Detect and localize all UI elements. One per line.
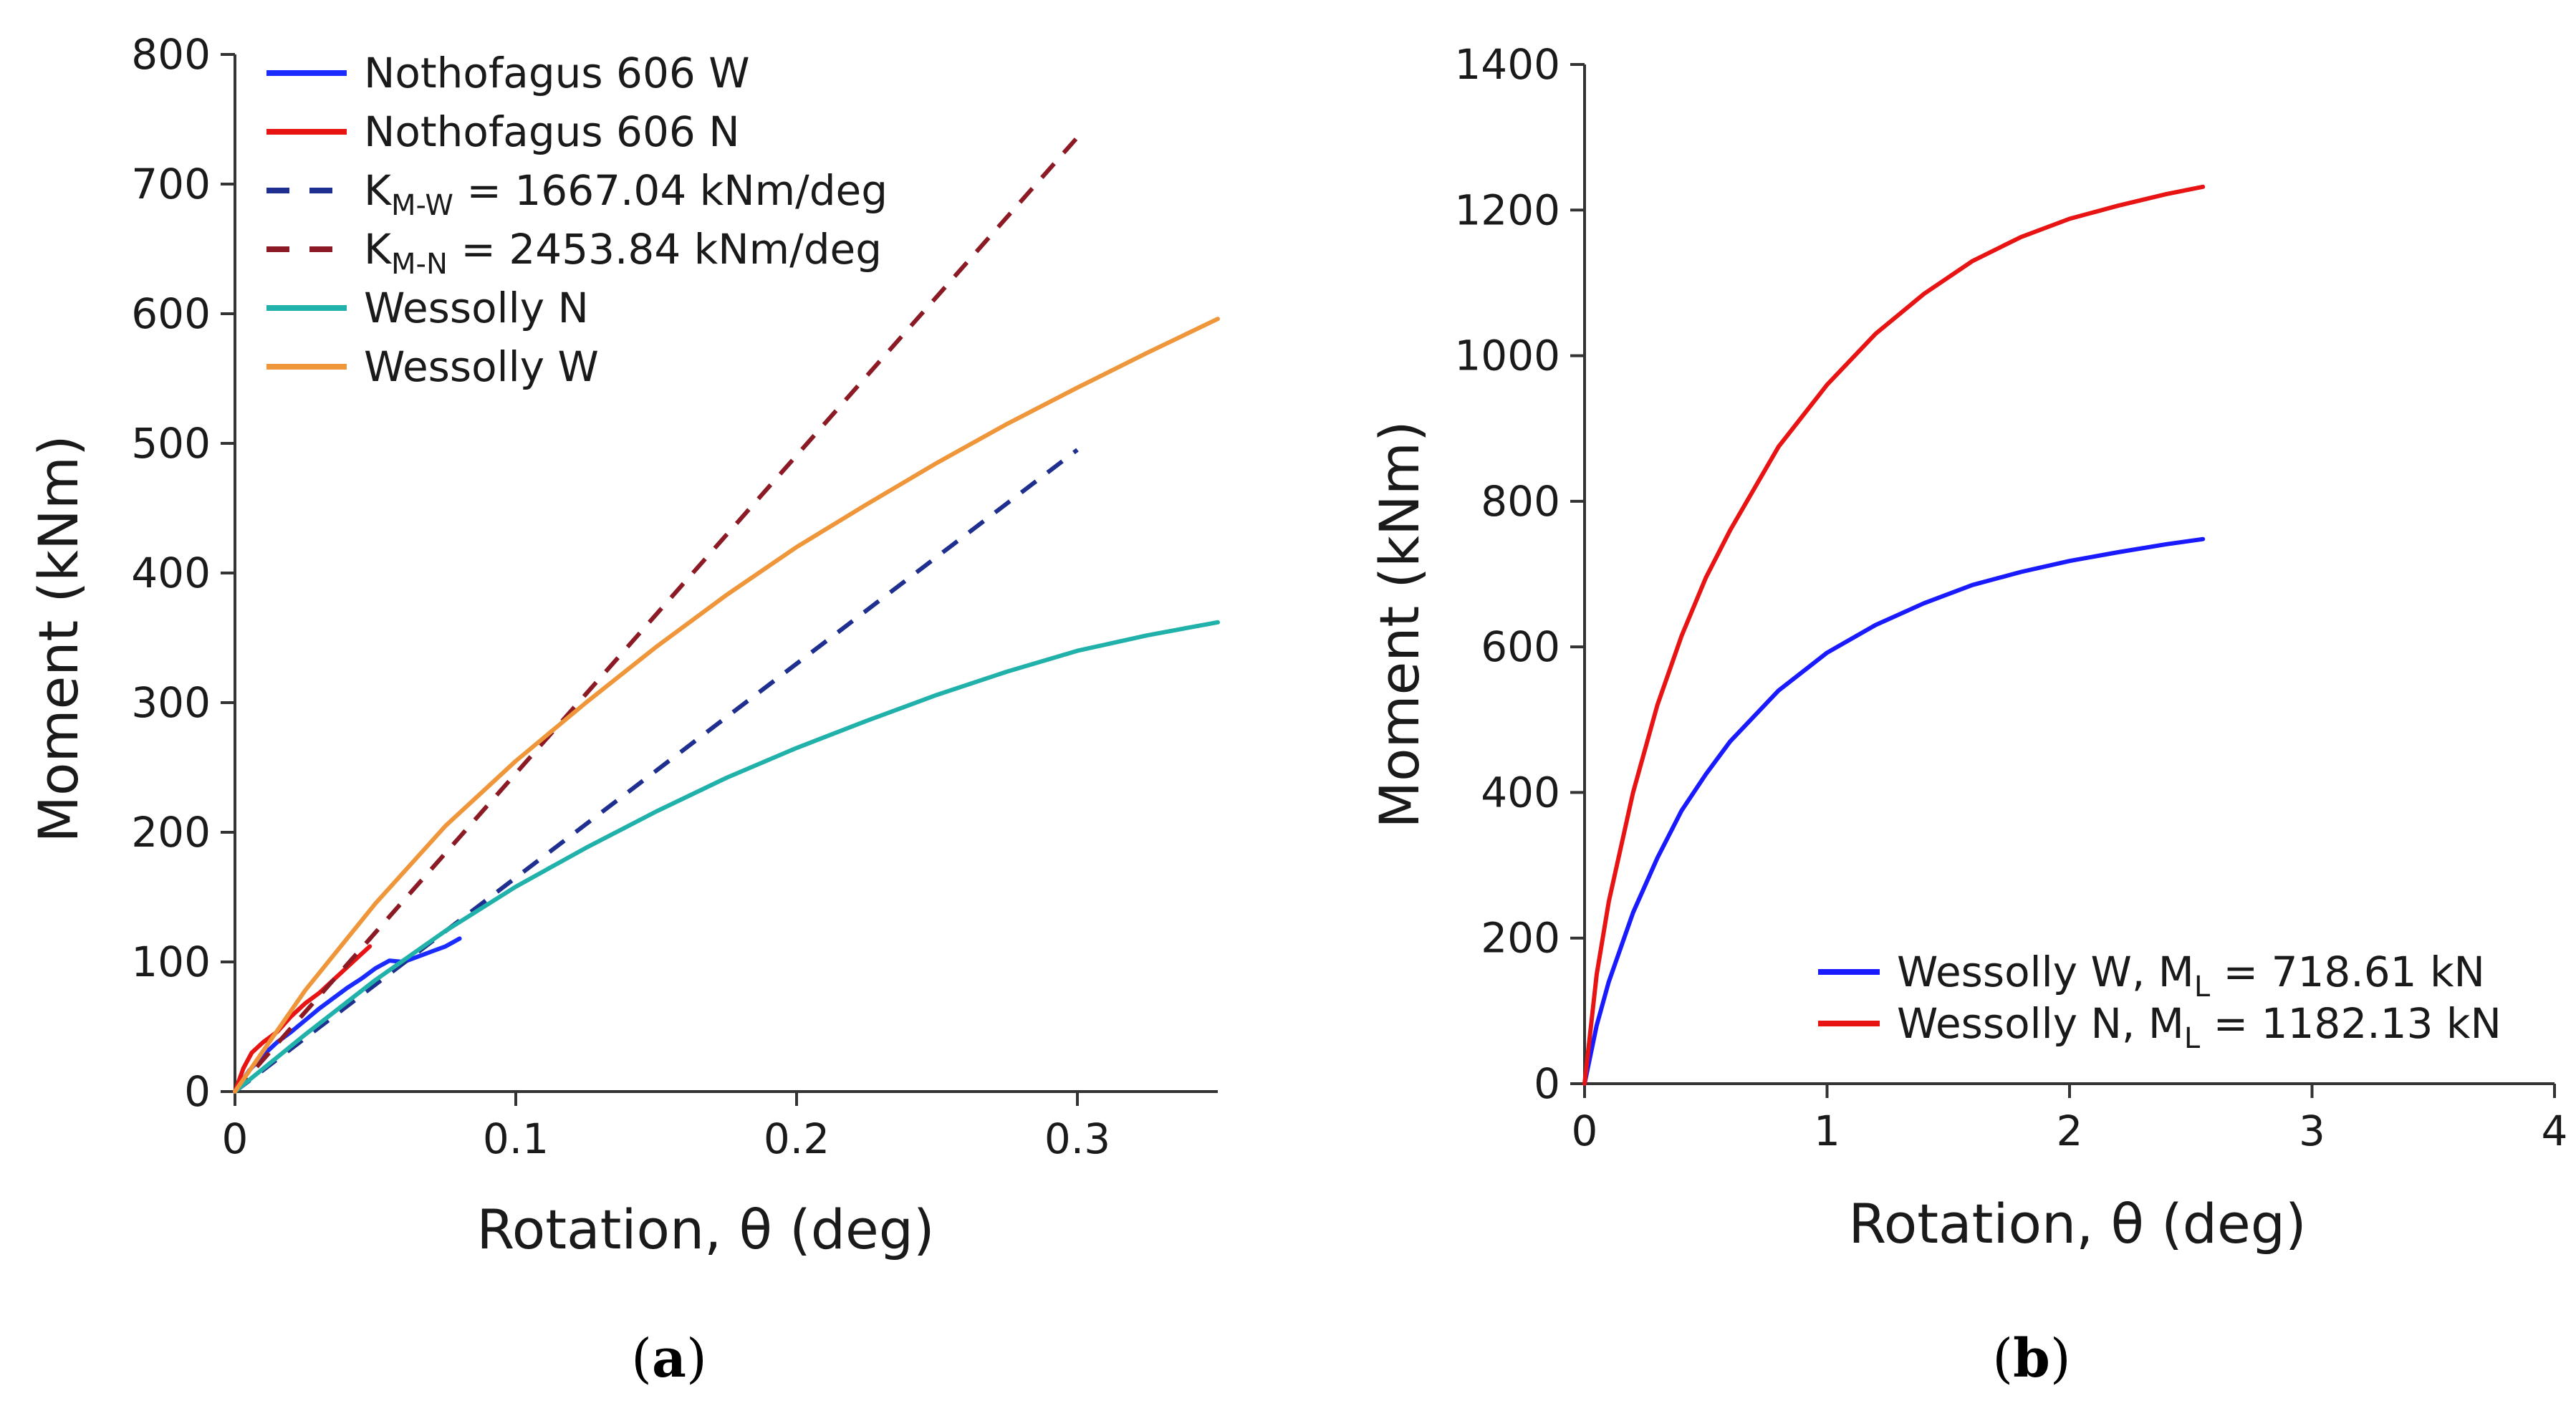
panel-a-legend-label-nothofagus-606-w: Nothofagus 606 W [364,49,750,97]
panel-b-xlabel: Rotation, θ (deg) [1848,1192,2306,1256]
panel-b-y-tick-label: 800 [1481,477,1560,526]
panel-b-legend-label-wessolly-n: Wessolly N, ML = 1182.13 kN [1897,999,2501,1055]
panel-a-y-tick-label: 800 [131,30,211,79]
panel-a-series-k-m-w [234,448,1079,1094]
panel-a-y-tick-label: 100 [131,938,211,986]
panel-a-label: (a) [631,1328,707,1390]
panel-b-y-tick-label: 600 [1481,622,1560,671]
panel-b-y-tick-label: 400 [1481,768,1560,817]
panel-a-ylabel: Moment (kNm) [27,435,90,842]
panel-a-x-tick-label: 0.2 [764,1114,830,1163]
panel-b-ylabel: Moment (kNm) [1368,420,1431,828]
panel-a-y-tick-label: 300 [131,678,211,727]
panel-b-x-tick-label: 1 [1814,1107,1840,1155]
panel-b-series-wessolly-w [1582,536,2206,1086]
panel-b-x-tick-label: 3 [2299,1107,2325,1155]
panel-a-y-tick-label: 500 [131,419,211,468]
panel-a-x-tick-label: 0.1 [483,1114,549,1163]
panel-a-series [233,135,1220,1094]
panel-a-y-tick-label: 600 [131,289,211,338]
panel-a-series-k-m-n [233,135,1080,1093]
panel-a-x-tick-label: 0 [222,1114,249,1163]
panel-a-legend: Nothofagus 606 W Nothofagus 606 N KM-W = 1… [266,49,888,391]
panel-a-xlabel: Rotation, θ (deg) [476,1198,934,1261]
panel-a-legend-label-nothofagus-606-n: Nothofagus 606 N [364,107,740,156]
panel-a-series-wessolly-n [233,620,1220,1094]
panel-b-legend-label-wessolly-w: Wessolly W, ML = 718.61 kN [1897,948,2485,1003]
panel-b-x-tick-label: 4 [2542,1107,2568,1155]
panel-b-axes: 0 200 400 600 800 1000 1200 1400 0 1 2 3 4 [1454,40,2567,1155]
panel-a-y-tick-label: 0 [184,1067,211,1116]
panel-b-x-tick-label: 0 [1572,1107,1598,1155]
panel-b-chart: 0 200 400 600 800 1000 1200 1400 0 1 2 3 4 Wessolly … [1368,40,2567,1390]
panel-a-chart: 0 100 200 300 400 500 600 700 800 0 0.1 0.2 0.3 Noth… [27,30,1220,1390]
panel-a-legend-label-k-m-n: KM-N = 2453.84 kNm/deg [364,225,882,281]
panel-b-y-tick-label: 1000 [1454,332,1560,380]
panel-a-legend-label-wessolly-n: Wessolly N [364,284,589,332]
panel-b-y-tick-label: 200 [1481,914,1560,963]
panel-b-y-tick-label: 1200 [1454,186,1560,234]
panel-a-y-tick-label: 700 [131,160,211,208]
panel-a-legend-label-wessolly-w: Wessolly W [364,342,599,391]
panel-a-legend-label-k-m-w: KM-W = 1667.04 kNm/deg [364,166,888,222]
panel-a-series-nothofagus-606-w [233,936,462,1094]
panel-a-axes: 0 100 200 300 400 500 600 700 800 0 0.1 0.2 0.3 [131,30,1218,1163]
panel-a-x-tick-label: 0.3 [1044,1114,1110,1163]
panel-b-series [1582,184,2206,1086]
panel-b-x-tick-label: 2 [2057,1107,2083,1155]
panel-a-series-wessolly-w [233,317,1220,1094]
panel-b-y-tick-label: 1400 [1454,40,1560,89]
panel-b-series-wessolly-n [1582,184,2206,1086]
panel-a-y-tick-label: 400 [131,549,211,597]
panel-a-y-tick-label: 200 [131,808,211,857]
panel-b-y-tick-label: 0 [1534,1059,1560,1108]
panel-b-label: (b) [1992,1328,2071,1390]
